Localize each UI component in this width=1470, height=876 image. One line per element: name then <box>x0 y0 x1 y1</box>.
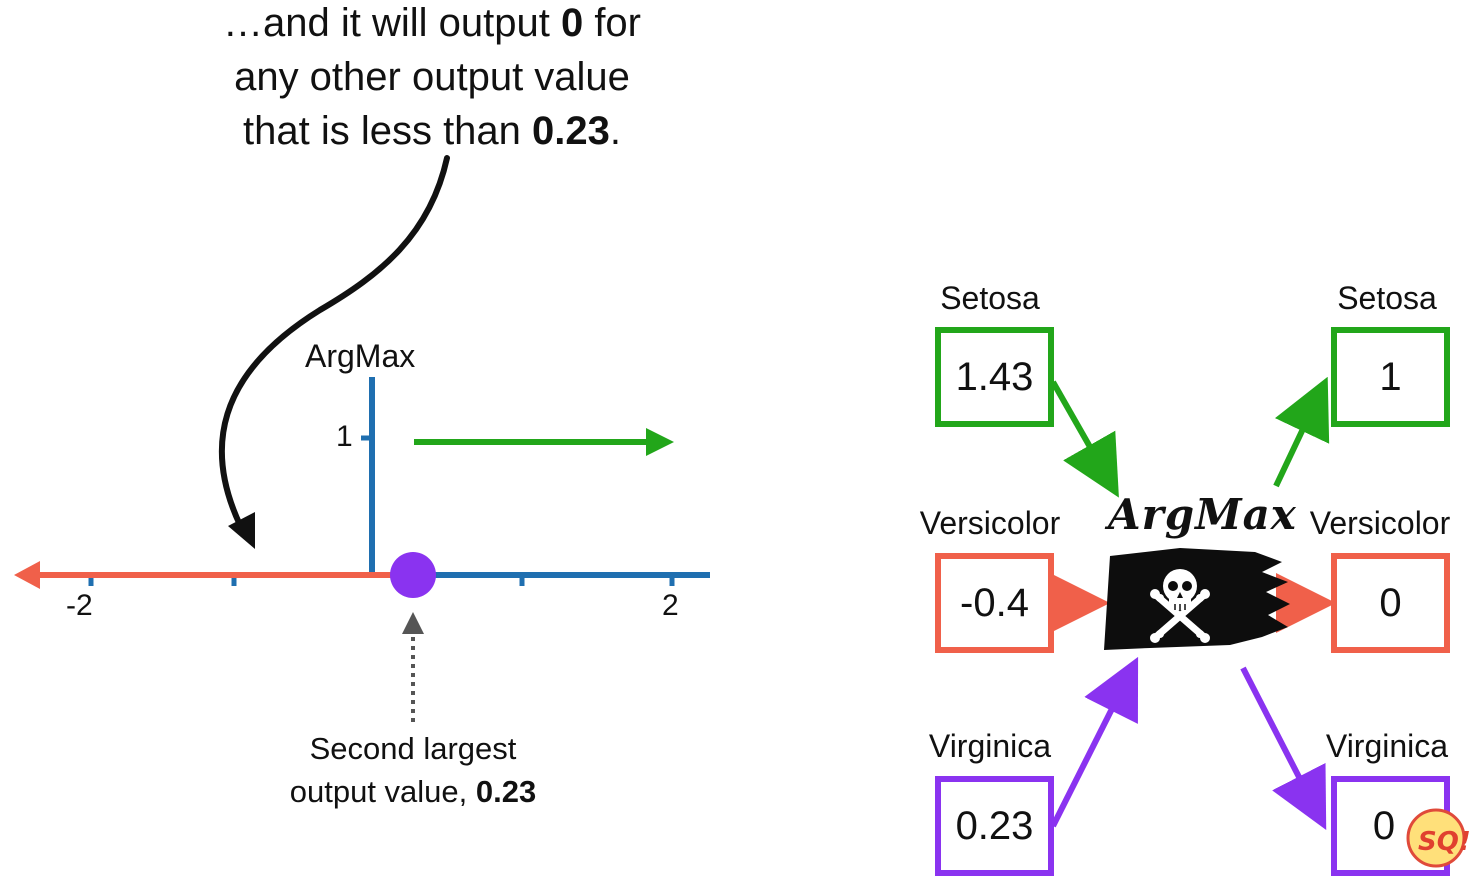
input-label-versicolor: Versicolor <box>919 505 1061 541</box>
y-tick-label-1: 1 <box>336 420 353 453</box>
caption-pointer-arrowhead <box>402 612 424 634</box>
callout-line-2: any other output value <box>234 55 630 99</box>
output-label-versicolor: Versicolor <box>1309 505 1451 541</box>
series-upper-arrowhead <box>646 428 674 456</box>
input-value-virginica: 0.23 <box>955 803 1034 848</box>
argmax-title: ArgMax <box>1108 490 1297 539</box>
sq-logo-icon: SQ! <box>1406 808 1470 868</box>
output-label-setosa: Setosa <box>1337 280 1437 316</box>
callout-line-1: …and it will output 0 for <box>223 1 641 45</box>
caption-line-1: Second largest <box>309 731 517 766</box>
pirate-flag-icon <box>1104 548 1290 650</box>
caption-line-2: output value, 0.23 <box>289 774 537 809</box>
callout-line-3: that is less than 0.23. <box>242 109 622 153</box>
highlight-point <box>390 552 436 598</box>
input-value-versicolor: -0.4 <box>960 580 1029 625</box>
input-label-setosa: Setosa <box>940 280 1040 316</box>
input-box-virginica <box>935 776 1054 876</box>
output-value-setosa: 1 <box>1379 354 1402 399</box>
arrow-setosa-in <box>1050 380 1119 498</box>
x-tick-label-neg2: -2 <box>66 589 93 622</box>
svg-text:SQ!: SQ! <box>1418 827 1470 857</box>
y-axis-label: ArgMax <box>305 338 416 374</box>
input-box-setosa <box>935 327 1054 427</box>
output-value-versicolor: 0 <box>1379 580 1402 625</box>
output-value-virginica: 0 <box>1372 803 1396 848</box>
output-label-virginica: Virginica <box>1325 728 1449 764</box>
input-box-versicolor <box>935 553 1054 653</box>
callout-arrowhead <box>228 512 255 549</box>
output-box-setosa <box>1331 327 1450 427</box>
arrow-setosa-out <box>1273 376 1330 488</box>
input-label-virginica: Virginica <box>928 728 1052 764</box>
x-tick-label-2: 2 <box>662 589 679 622</box>
input-value-setosa: 1.43 <box>955 354 1034 399</box>
arrow-virginica-out <box>1240 666 1327 831</box>
arrow-virginica-in <box>1050 656 1139 828</box>
series-lower-arrowhead <box>14 561 40 589</box>
callout-curve-arrow <box>218 155 450 528</box>
